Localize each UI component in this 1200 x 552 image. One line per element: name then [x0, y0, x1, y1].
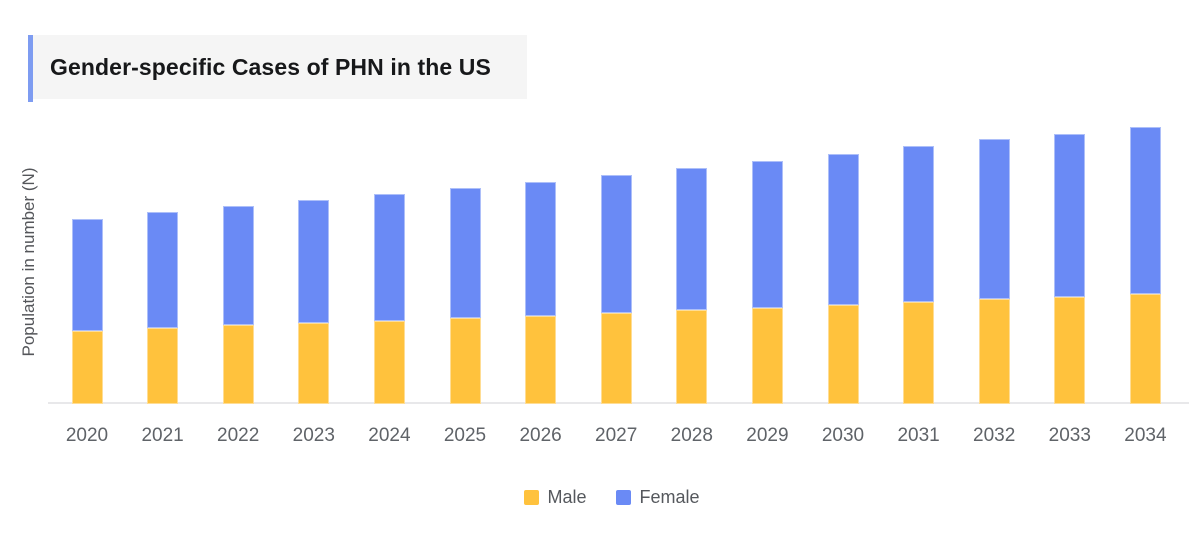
y-axis-label: Population in number (N)	[19, 167, 38, 357]
bar-segment-male-2027[interactable]	[600, 313, 632, 404]
bar-group-2029[interactable]	[751, 161, 783, 404]
bar-segment-female-2027[interactable]	[600, 175, 632, 313]
x-axis-label-2022: 2022	[217, 425, 260, 446]
bar-segment-male-2032[interactable]	[978, 299, 1010, 404]
bar-segment-male-2022[interactable]	[222, 325, 254, 404]
legend-swatch-male-icon	[524, 490, 540, 505]
bar-segment-male-2021[interactable]	[147, 328, 179, 404]
bar-segment-female-2028[interactable]	[676, 168, 708, 310]
x-axis-label-2023: 2023	[292, 425, 335, 446]
legend-swatch-female-icon	[616, 490, 632, 505]
bar-segment-male-2028[interactable]	[676, 310, 708, 404]
bar-segment-male-2034[interactable]	[1129, 294, 1161, 404]
bar-group-2033[interactable]	[1054, 134, 1086, 404]
bar-group-2025[interactable]	[449, 188, 481, 404]
bar-segment-female-2033[interactable]	[1054, 134, 1086, 297]
bar-segment-male-2030[interactable]	[827, 305, 859, 404]
x-axis-label-2033: 2033	[1048, 425, 1091, 446]
bar-segment-female-2031[interactable]	[903, 146, 935, 302]
x-axis-label-2020: 2020	[65, 425, 109, 446]
bar-group-2028[interactable]	[676, 168, 708, 404]
bar-segment-male-2029[interactable]	[751, 308, 783, 404]
bar-segment-female-2023[interactable]	[298, 200, 330, 323]
x-axis-label-2025: 2025	[443, 425, 487, 446]
bar-group-2026[interactable]	[525, 182, 557, 404]
page-title: Gender-specific Cases of PHN in the US	[50, 53, 491, 80]
bar-segment-female-2022[interactable]	[222, 206, 254, 325]
legend-label-female: Female	[639, 487, 700, 507]
bar-group-2021[interactable]	[147, 212, 179, 404]
bar-group-2024[interactable]	[373, 194, 405, 404]
x-axis-label-2024: 2024	[368, 425, 411, 446]
x-axis-label-2026: 2026	[519, 425, 562, 446]
title-box: Gender-specific Cases of PHN in the US	[33, 35, 527, 99]
bar-segment-male-2025[interactable]	[449, 318, 481, 404]
x-axis-label-2027: 2027	[595, 425, 638, 446]
x-axis-label-2029: 2029	[746, 425, 789, 446]
x-axis-label-2021: 2021	[141, 425, 184, 446]
chart-legend: Male Female	[24, 487, 1200, 508]
x-axis-label-2034: 2034	[1124, 425, 1167, 446]
x-axis-label-2028: 2028	[670, 425, 713, 446]
bar-segment-female-2025[interactable]	[449, 188, 481, 318]
title-accent-bar	[28, 35, 33, 102]
bar-segment-female-2024[interactable]	[373, 194, 405, 321]
bar-segment-female-2034[interactable]	[1129, 127, 1161, 294]
chart-title-block: Gender-specific Cases of PHN in the US	[28, 35, 527, 102]
bar-group-2020[interactable]	[71, 219, 103, 404]
bar-group-2023[interactable]	[298, 200, 330, 404]
bar-group-2031[interactable]	[903, 146, 935, 404]
bar-segment-male-2024[interactable]	[373, 321, 405, 404]
bar-segment-female-2021[interactable]	[147, 212, 179, 328]
bar-segment-male-2031[interactable]	[903, 302, 935, 404]
bar-segment-female-2026[interactable]	[525, 182, 557, 316]
legend-label-male: Male	[547, 487, 587, 507]
bar-segment-female-2032[interactable]	[978, 139, 1010, 299]
bar-group-2032[interactable]	[978, 139, 1010, 404]
legend-item-female[interactable]: Female	[616, 487, 700, 508]
bar-group-2030[interactable]	[827, 154, 859, 404]
x-axis-label-2031: 2031	[897, 425, 940, 446]
bar-segment-female-2029[interactable]	[751, 161, 783, 308]
x-axis-label-2030: 2030	[821, 425, 865, 446]
x-axis-label-2032: 2032	[973, 425, 1016, 446]
bar-segment-male-2020[interactable]	[71, 331, 103, 404]
bar-group-2034[interactable]	[1129, 127, 1161, 404]
bar-segment-female-2030[interactable]	[827, 154, 859, 305]
legend-item-male[interactable]: Male	[524, 487, 586, 508]
bar-segment-male-2026[interactable]	[525, 316, 557, 404]
bar-segment-male-2033[interactable]	[1054, 297, 1086, 404]
bar-group-2027[interactable]	[600, 175, 632, 404]
bar-segment-female-2020[interactable]	[71, 219, 103, 331]
bar-group-2022[interactable]	[222, 206, 254, 404]
bar-segment-male-2023[interactable]	[298, 323, 330, 404]
